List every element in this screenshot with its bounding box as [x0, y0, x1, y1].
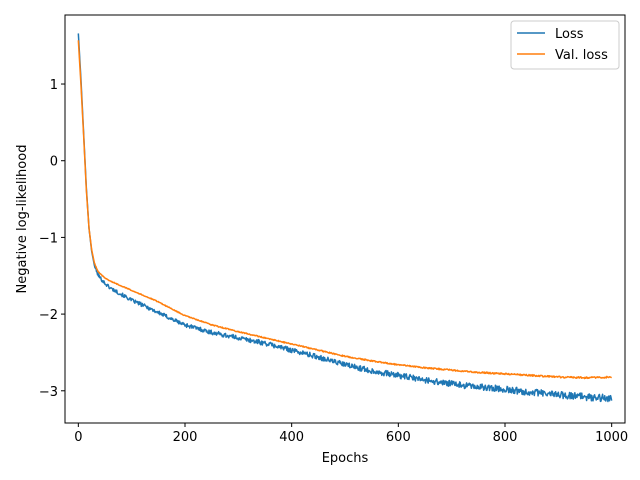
x-tick-label: 600: [386, 430, 411, 445]
legend-label: Loss: [555, 27, 584, 42]
plot-area: [77, 33, 613, 403]
axis-ticks: 0 200 400 600 800 1000 −3 −2 −1 0 1: [39, 78, 628, 445]
y-tick-label: 0: [50, 155, 58, 170]
series-line-2: [77, 40, 613, 380]
y-tick-label: −2: [39, 308, 58, 323]
legend-label: Val. loss: [555, 48, 608, 63]
x-tick-label: 0: [74, 430, 82, 445]
y-tick-label: −1: [39, 231, 58, 246]
legend: Loss Val. loss: [510, 20, 620, 70]
y-axis-label: Negative log-likelihood: [15, 145, 30, 294]
x-tick-label: 1000: [595, 430, 628, 445]
y-tick-label: 1: [50, 78, 58, 93]
x-tick-label: 800: [493, 430, 518, 445]
axes-frame: [64, 14, 626, 424]
x-tick-label: 400: [279, 430, 304, 445]
y-tick-label: −3: [39, 385, 58, 400]
x-tick-label: 200: [173, 430, 198, 445]
series-line-1: [77, 33, 613, 403]
x-axis-label: Epochs: [322, 451, 369, 466]
